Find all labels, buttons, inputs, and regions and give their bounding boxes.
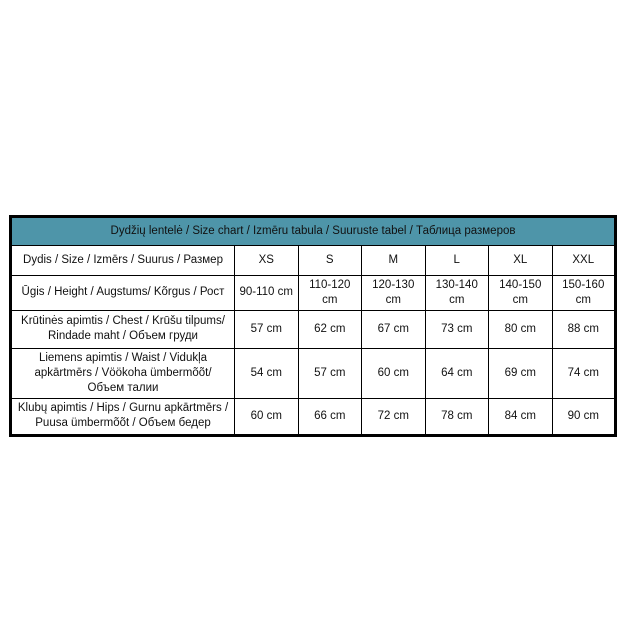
cell-hips-m: 72 cm	[361, 397, 426, 436]
column-header-xl: XL	[488, 245, 553, 276]
table-row-waist: Liemens apimtis / Waist / Vidukļa apkārt…	[10, 347, 616, 399]
cell-waist-xs: 54 cm	[234, 347, 299, 399]
cell-hips-xxl: 90 cm	[551, 397, 616, 436]
row-label-hips: Klubų apimtis / Hips / Gurnu apkārtmērs …	[10, 397, 235, 436]
column-header-xs: XS	[234, 245, 299, 276]
cell-height-xxl: 150-160 cm	[551, 275, 616, 311]
cell-hips-xl: 84 cm	[488, 397, 553, 436]
cell-chest-xl: 80 cm	[488, 309, 553, 349]
size-chart-table: Dydžių lentelė / Size chart / Izmēru tab…	[9, 215, 617, 437]
column-header-s: S	[297, 245, 362, 276]
cell-height-s: 110-120 cm	[297, 275, 362, 311]
column-header-row: Dydis / Size / Izmērs / Suurus / Размер …	[10, 245, 616, 276]
cell-waist-l: 64 cm	[424, 347, 489, 399]
cell-waist-xl: 69 cm	[488, 347, 553, 399]
cell-chest-m: 67 cm	[361, 309, 426, 349]
row-label-waist: Liemens apimtis / Waist / Vidukļa apkārt…	[10, 347, 235, 399]
cell-height-xs: 90-110 cm	[234, 275, 299, 311]
cell-chest-l: 73 cm	[424, 309, 489, 349]
table-row-hips: Klubų apimtis / Hips / Gurnu apkārtmērs …	[10, 397, 616, 436]
cell-height-m: 120-130 cm	[361, 275, 426, 311]
table-row-chest: Krūtinės apimtis / Chest / Krūšu tilpums…	[10, 309, 616, 349]
cell-waist-m: 60 cm	[361, 347, 426, 399]
row-label-chest: Krūtinės apimtis / Chest / Krūšu tilpums…	[10, 309, 235, 349]
cell-hips-s: 66 cm	[297, 397, 362, 436]
cell-hips-xs: 60 cm	[234, 397, 299, 436]
table-row-height: Ūgis / Height / Augstums/ Kõrgus / Рост …	[10, 275, 616, 311]
column-header-size-label: Dydis / Size / Izmērs / Suurus / Размер	[10, 245, 235, 276]
cell-waist-s: 57 cm	[297, 347, 362, 399]
row-label-height: Ūgis / Height / Augstums/ Kõrgus / Рост	[10, 275, 235, 311]
cell-height-l: 130-140 cm	[424, 275, 489, 311]
column-header-m: M	[361, 245, 426, 276]
table-title: Dydžių lentelė / Size chart / Izmēru tab…	[10, 216, 616, 246]
cell-waist-xxl: 74 cm	[551, 347, 616, 399]
table-title-row: Dydžių lentelė / Size chart / Izmēru tab…	[10, 216, 616, 246]
cell-hips-l: 78 cm	[424, 397, 489, 436]
column-header-xxl: XXL	[551, 245, 616, 276]
cell-chest-s: 62 cm	[297, 309, 362, 349]
column-header-l: L	[424, 245, 489, 276]
cell-chest-xs: 57 cm	[234, 309, 299, 349]
cell-chest-xxl: 88 cm	[551, 309, 616, 349]
cell-height-xl: 140-150 cm	[488, 275, 553, 311]
